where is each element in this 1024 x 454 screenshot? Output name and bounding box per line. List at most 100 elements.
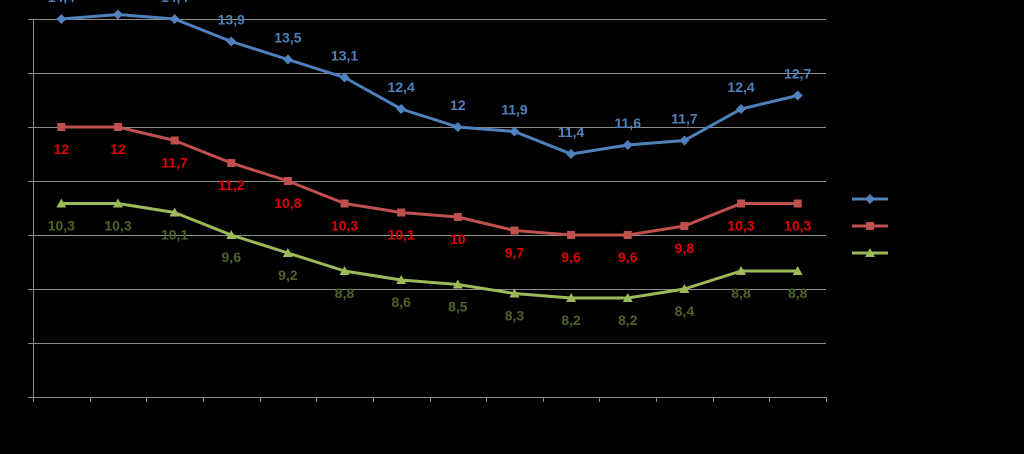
data-label: 11,9 <box>501 102 528 118</box>
data-label: 14,4 <box>48 0 75 5</box>
data-point-marker <box>679 135 690 146</box>
data-point-marker <box>169 14 180 24</box>
data-point-marker <box>792 90 803 101</box>
data-label: 14,5 <box>104 0 131 1</box>
data-point-marker <box>509 288 520 298</box>
data-label: 8,5 <box>448 299 468 315</box>
data-point-marker <box>623 231 632 239</box>
data-point-marker <box>679 284 690 293</box>
data-point-marker <box>396 104 407 114</box>
data-label: 8,8 <box>731 285 751 301</box>
data-point-marker <box>566 293 577 302</box>
gridlines <box>33 19 826 344</box>
data-point-marker <box>226 36 237 47</box>
data-point-marker <box>453 213 462 221</box>
data-point-marker <box>567 231 576 239</box>
data-point-marker <box>339 72 350 83</box>
data-point-marker <box>282 54 293 65</box>
data-point-marker <box>865 194 875 204</box>
data-label: 9,8 <box>675 240 695 256</box>
data-point-marker <box>452 122 463 132</box>
data-label: 10,8 <box>274 195 301 211</box>
data-point-marker <box>736 104 747 114</box>
data-point-marker <box>339 266 350 275</box>
data-point-marker <box>397 208 406 217</box>
data-label: 8,6 <box>391 294 411 310</box>
data-point-marker <box>170 136 179 145</box>
data-point-marker <box>283 177 292 185</box>
data-point-marker <box>737 199 746 208</box>
data-point-marker <box>57 123 66 131</box>
data-label: 11,4 <box>558 124 585 140</box>
series-1 <box>56 9 803 159</box>
data-point-marker <box>56 198 67 208</box>
data-point-marker <box>622 293 633 302</box>
series-line <box>61 202 798 300</box>
data-point-marker <box>680 222 689 230</box>
data-point-marker <box>865 248 875 257</box>
data-point-marker <box>793 199 802 208</box>
data-label: 8,2 <box>561 312 581 328</box>
series-line <box>61 125 798 237</box>
series-layer <box>56 9 803 302</box>
data-point-marker <box>169 207 180 217</box>
data-label: 12 <box>54 141 70 157</box>
axes <box>28 19 827 402</box>
data-point-marker <box>112 9 123 20</box>
data-label: 9,7 <box>505 245 525 261</box>
data-point-marker <box>112 198 123 208</box>
data-point-marker <box>282 248 293 257</box>
data-label: 10,3 <box>104 218 131 234</box>
data-point-marker <box>113 123 122 131</box>
data-point-marker <box>566 149 577 159</box>
series-2 <box>57 123 802 239</box>
data-label: 14,4 <box>161 0 188 5</box>
data-label: 8,4 <box>675 303 695 319</box>
data-label: 9,2 <box>278 267 298 283</box>
data-label: 8,8 <box>335 285 355 301</box>
data-label: 10,1 <box>388 227 415 243</box>
data-point-marker <box>866 222 874 230</box>
data-label: 10,3 <box>784 218 811 234</box>
data-point-marker <box>396 275 407 284</box>
legend-entry <box>852 248 888 257</box>
data-point-marker <box>56 14 67 24</box>
data-label: 10,1 <box>161 227 188 243</box>
data-label: 12,4 <box>388 79 415 95</box>
data-label: 10,3 <box>331 218 358 234</box>
data-label: 10,3 <box>727 218 754 234</box>
data-point-marker <box>509 126 520 137</box>
legend <box>852 194 888 257</box>
data-label: 12 <box>110 141 126 157</box>
data-point-marker <box>792 266 803 275</box>
data-label: 8,8 <box>788 285 808 301</box>
data-label: 11,7 <box>671 111 698 127</box>
data-point-marker <box>736 266 747 275</box>
data-label: 13,9 <box>218 12 245 28</box>
data-point-marker <box>226 230 237 239</box>
series-3 <box>56 198 803 302</box>
legend-entry <box>852 194 888 204</box>
data-point-marker <box>510 226 519 235</box>
data-label: 8,3 <box>505 308 525 324</box>
data-label: 11,6 <box>615 115 642 131</box>
data-label: 10,3 <box>48 218 75 234</box>
data-point-marker <box>340 199 349 208</box>
data-label: 11,2 <box>218 177 245 193</box>
data-label: 12,7 <box>784 66 811 82</box>
data-label: 9,6 <box>222 249 242 265</box>
data-label: 13,1 <box>331 48 358 64</box>
data-label: 10 <box>450 231 466 247</box>
series-line <box>61 13 799 156</box>
data-labels: 14,4 14,5 14,4 13,9 13,5 13,1 12,4 12 11,9 11,4 11… <box>48 0 812 328</box>
data-label: 9,6 <box>618 249 638 265</box>
data-label: 12,4 <box>727 79 754 95</box>
data-point-marker <box>227 159 236 167</box>
data-label: 11,7 <box>161 155 188 171</box>
legend-entry <box>852 222 888 230</box>
data-label: 8,2 <box>618 312 638 328</box>
data-point-marker <box>622 140 633 150</box>
data-label: 9,6 <box>561 249 581 265</box>
data-label: 13,5 <box>274 30 301 46</box>
